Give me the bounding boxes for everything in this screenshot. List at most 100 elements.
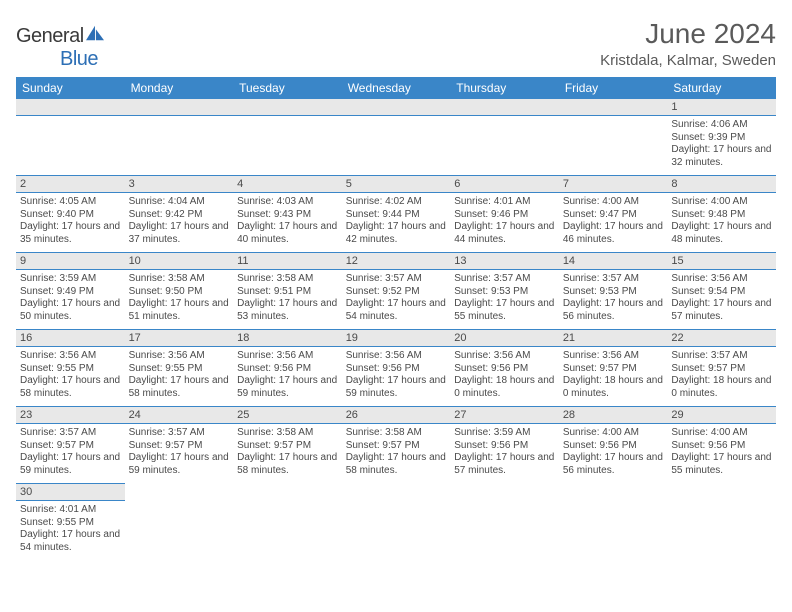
sunset-line: Sunset: 9:52 PM [346,286,447,299]
empty-cell [16,99,125,175]
weekday-header: Thursday [450,77,559,99]
daylight-line: Daylight: 17 hours and 58 minutes. [20,375,121,400]
day-cell: 12Sunrise: 3:57 AMSunset: 9:52 PMDayligh… [342,252,451,329]
day-number: 14 [559,252,668,270]
weekday-header: Tuesday [233,77,342,99]
sunset-line: Sunset: 9:47 PM [563,209,664,222]
sunset-line: Sunset: 9:42 PM [129,209,230,222]
sunrise-line: Sunrise: 3:56 AM [671,273,772,286]
day-cell: 3Sunrise: 4:04 AMSunset: 9:42 PMDaylight… [125,175,234,252]
daylight-line: Daylight: 17 hours and 58 minutes. [129,375,230,400]
sunset-line: Sunset: 9:55 PM [20,363,121,376]
day-cell: 18Sunrise: 3:56 AMSunset: 9:56 PMDayligh… [233,329,342,406]
sunrise-line: Sunrise: 4:02 AM [346,196,447,209]
empty-cell [559,99,668,175]
day-number: 12 [342,252,451,270]
sunset-line: Sunset: 9:48 PM [671,209,772,222]
daylight-line: Daylight: 17 hours and 35 minutes. [20,221,121,246]
daylight-line: Daylight: 17 hours and 56 minutes. [563,298,664,323]
day-details: Sunrise: 3:58 AMSunset: 9:50 PMDaylight:… [125,270,234,329]
sunset-line: Sunset: 9:57 PM [346,440,447,453]
day-details: Sunrise: 4:00 AMSunset: 9:47 PMDaylight:… [559,193,668,252]
day-cell: 23Sunrise: 3:57 AMSunset: 9:57 PMDayligh… [16,406,125,483]
sunset-line: Sunset: 9:44 PM [346,209,447,222]
sunrise-line: Sunrise: 3:57 AM [346,273,447,286]
daylight-line: Daylight: 17 hours and 58 minutes. [346,452,447,477]
day-details: Sunrise: 4:03 AMSunset: 9:43 PMDaylight:… [233,193,342,252]
sunset-line: Sunset: 9:46 PM [454,209,555,222]
daylight-line: Daylight: 17 hours and 54 minutes. [20,529,121,554]
day-number: 3 [125,175,234,193]
sunrise-line: Sunrise: 4:05 AM [20,196,121,209]
day-number: 8 [667,175,776,193]
daylight-line: Daylight: 17 hours and 48 minutes. [671,221,772,246]
day-cell: 11Sunrise: 3:58 AMSunset: 9:51 PMDayligh… [233,252,342,329]
daylight-line: Daylight: 17 hours and 56 minutes. [563,452,664,477]
day-number: 21 [559,329,668,347]
day-details: Sunrise: 3:58 AMSunset: 9:57 PMDaylight:… [233,424,342,483]
sunrise-line: Sunrise: 4:01 AM [20,504,121,517]
sunset-line: Sunset: 9:57 PM [20,440,121,453]
daylight-line: Daylight: 17 hours and 57 minutes. [671,298,772,323]
sunset-line: Sunset: 9:57 PM [563,363,664,376]
day-details: Sunrise: 4:00 AMSunset: 9:48 PMDaylight:… [667,193,776,252]
day-number: 28 [559,406,668,424]
day-number: 1 [667,99,776,116]
daynum-bar-empty [16,99,125,116]
daylight-line: Daylight: 17 hours and 53 minutes. [237,298,338,323]
daynum-bar-empty [559,99,668,116]
sunrise-line: Sunrise: 3:56 AM [563,350,664,363]
sunset-line: Sunset: 9:50 PM [129,286,230,299]
empty-cell [125,483,234,560]
daylight-line: Daylight: 17 hours and 42 minutes. [346,221,447,246]
day-cell: 19Sunrise: 3:56 AMSunset: 9:56 PMDayligh… [342,329,451,406]
sunrise-line: Sunrise: 3:58 AM [237,427,338,440]
daylight-line: Daylight: 17 hours and 40 minutes. [237,221,338,246]
title-block: June 2024 Kristdala, Kalmar, Sweden [600,18,776,69]
sunset-line: Sunset: 9:56 PM [454,440,555,453]
daylight-line: Daylight: 17 hours and 46 minutes. [563,221,664,246]
sunset-line: Sunset: 9:56 PM [563,440,664,453]
location-label: Kristdala, Kalmar, Sweden [600,52,776,69]
day-details: Sunrise: 4:02 AMSunset: 9:44 PMDaylight:… [342,193,451,252]
day-details: Sunrise: 3:56 AMSunset: 9:56 PMDaylight:… [342,347,451,406]
day-number: 15 [667,252,776,270]
day-details: Sunrise: 3:59 AMSunset: 9:56 PMDaylight:… [450,424,559,483]
sunset-line: Sunset: 9:56 PM [237,363,338,376]
sunset-line: Sunset: 9:54 PM [671,286,772,299]
day-details: Sunrise: 4:06 AMSunset: 9:39 PMDaylight:… [667,116,776,175]
day-details: Sunrise: 3:58 AMSunset: 9:51 PMDaylight:… [233,270,342,329]
day-details: Sunrise: 3:58 AMSunset: 9:57 PMDaylight:… [342,424,451,483]
calendar-row: 30 Sunrise: 4:01 AMSunset: 9:55 PMDayligh… [16,483,776,560]
sunrise-line: Sunrise: 3:59 AM [454,427,555,440]
empty-cell [233,483,342,560]
day-details: Sunrise: 3:57 AMSunset: 9:53 PMDaylight:… [559,270,668,329]
sunrise-line: Sunrise: 3:56 AM [237,350,338,363]
calendar-row: 2Sunrise: 4:05 AMSunset: 9:40 PMDaylight… [16,175,776,252]
sunset-line: Sunset: 9:55 PM [20,517,121,530]
day-number: 7 [559,175,668,193]
day-number: 11 [233,252,342,270]
daylight-line: Daylight: 17 hours and 51 minutes. [129,298,230,323]
day-cell: 30 Sunrise: 4:01 AMSunset: 9:55 PMDayligh… [16,483,125,560]
day-number: 30 [16,483,125,501]
day-cell: 21Sunrise: 3:56 AMSunset: 9:57 PMDayligh… [559,329,668,406]
day-number: 23 [16,406,125,424]
empty-cell [667,483,776,560]
sunset-line: Sunset: 9:56 PM [346,363,447,376]
day-cell: 27Sunrise: 3:59 AMSunset: 9:56 PMDayligh… [450,406,559,483]
sunrise-line: Sunrise: 3:56 AM [346,350,447,363]
header: GeneralBlue June 2024 Kristdala, Kalmar,… [16,18,776,71]
brand-logo: GeneralBlue [16,24,106,71]
sunrise-line: Sunrise: 3:56 AM [454,350,555,363]
day-number: 19 [342,329,451,347]
day-cell: 9Sunrise: 3:59 AMSunset: 9:49 PMDaylight… [16,252,125,329]
day-number: 22 [667,329,776,347]
sail-icon [84,24,106,42]
day-number: 18 [233,329,342,347]
empty-cell [233,99,342,175]
day-details: Sunrise: 3:56 AMSunset: 9:54 PMDaylight:… [667,270,776,329]
calendar-row: 16Sunrise: 3:56 AMSunset: 9:55 PMDayligh… [16,329,776,406]
sunset-line: Sunset: 9:53 PM [454,286,555,299]
sunrise-line: Sunrise: 3:57 AM [563,273,664,286]
